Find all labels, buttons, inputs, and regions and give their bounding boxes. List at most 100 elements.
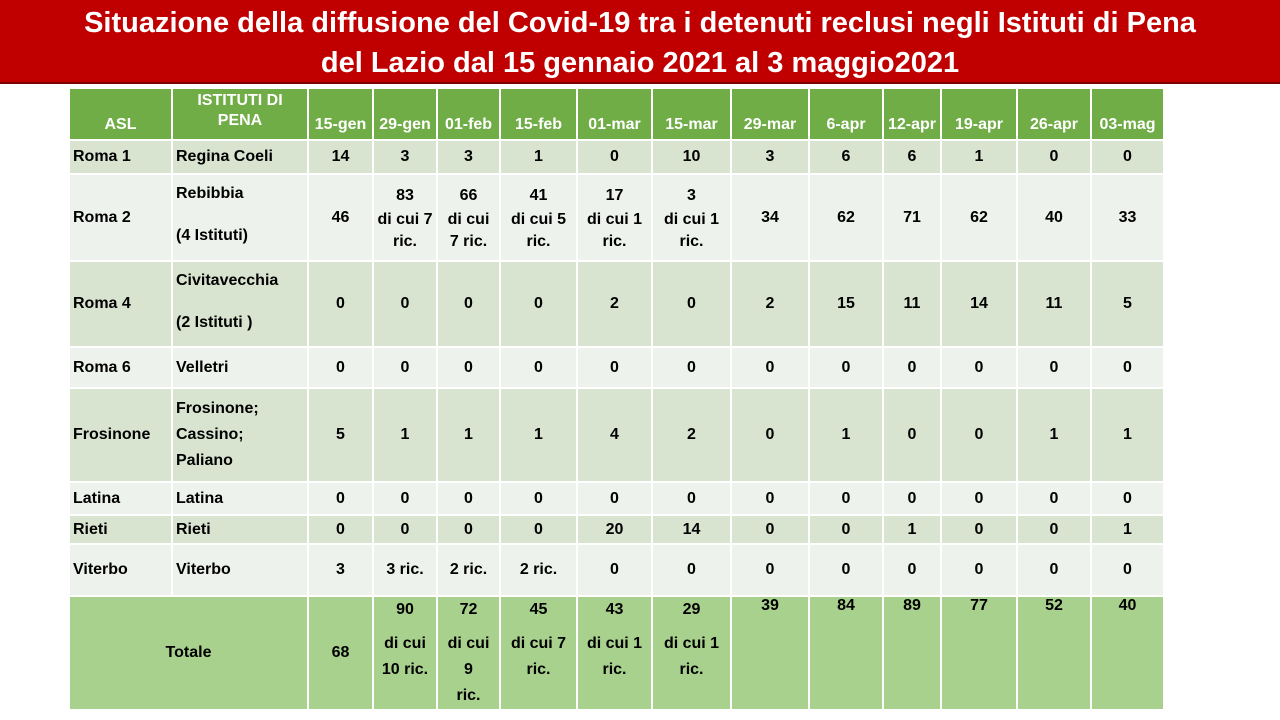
total-label: Totale [70,597,309,711]
header-date: 01-feb [438,89,501,141]
cell-value: 0 [309,262,374,348]
header-date: 15-mar [653,89,732,141]
cell-value: 0 [438,483,501,516]
cell-value: 1 [1092,389,1165,483]
cell-asl: Frosinone [70,389,173,483]
cell-asl: Latina [70,483,173,516]
cell-value: 14 [309,141,374,175]
value-note: di cui 1 [663,635,720,652]
cell-value: 11 [1018,262,1092,348]
total-value: 84 [810,597,884,711]
value-number: 72 [459,601,478,618]
cell-value: 0 [578,348,653,389]
cell-value: 3 [374,141,438,175]
cell-value: 41 di cui 5 ric. [501,175,578,262]
cell-value: 2 [732,262,810,348]
cell-value: 0 [884,483,942,516]
cell-value: 1 [1092,516,1165,545]
value-note: ric. [679,661,704,678]
cell-value: 0 [942,545,1018,597]
cell-istituto: Viterbo [173,545,309,597]
cell-value: 0 [578,141,653,175]
value-number: 3 [687,186,696,204]
cell-istituto: Rieti [173,516,309,545]
cell-value: 0 [810,483,884,516]
cell-value: 1 [1018,389,1092,483]
cell-value: 1 [501,141,578,175]
table-row: Viterbo Viterbo 3 3 ric. 2 ric. 2 ric. 0… [70,545,1165,597]
cell-value: 0 [1018,141,1092,175]
cell-value: 0 [1018,348,1092,389]
value-number: 43 [605,601,624,618]
cell-value: 46 [309,175,374,262]
cell-value: 0 [732,348,810,389]
cell-value: 0 [942,483,1018,516]
value-number: 66 [459,186,478,204]
cell-value: 0 [438,348,501,389]
value-number: 29 [682,601,701,618]
cell-value: 11 [884,262,942,348]
istituto-line: Cassino; [176,426,244,443]
value-note: ric. [526,661,551,678]
header-date: 01-mar [578,89,653,141]
cell-value: 6 [810,141,884,175]
cell-value: 0 [501,516,578,545]
total-value: 90 di cui 10 ric. [374,597,438,711]
cell-istituto: Latina [173,483,309,516]
table-row: Roma 1 Regina Coeli 14 3 3 1 0 10 3 6 6 … [70,141,1165,175]
header-date: 15-gen [309,89,374,141]
cell-asl: Rieti [70,516,173,545]
cell-value: 0 [732,545,810,597]
cell-value: 14 [942,262,1018,348]
header-date: 26-apr [1018,89,1092,141]
cell-value: 0 [942,389,1018,483]
cell-value: 3 [309,545,374,597]
cell-value: 0 [501,483,578,516]
cell-value: 0 [942,348,1018,389]
cell-value: 0 [653,262,732,348]
covid-table: ASL ISTITUTI DI PENA 15-gen 29-gen 01-fe… [70,89,1165,711]
cell-value: 0 [501,262,578,348]
cell-value: 0 [1018,545,1092,597]
cell-value: 0 [884,348,942,389]
title-line-1: Situazione della diffusione del Covid-19… [84,7,1196,39]
cell-value: 0 [438,262,501,348]
value-note: di cui 1 ric. [663,210,720,250]
cell-value: 0 [1018,516,1092,545]
cell-value: 0 [374,516,438,545]
cell-value: 0 [732,389,810,483]
cell-value: 10 [653,141,732,175]
cell-value: 0 [1092,348,1165,389]
total-value: 72 di cui 9 ric. [438,597,501,711]
header-date: 29-mar [732,89,810,141]
cell-value: 20 [578,516,653,545]
cell-value: 4 [578,389,653,483]
cell-value: 40 [1018,175,1092,262]
header-istituti: ISTITUTI DI PENA [173,89,309,141]
header-date: 15-feb [501,89,578,141]
value-number: 83 [396,186,414,204]
cell-value: 71 [884,175,942,262]
table-row: Roma 6 Velletri 0 0 0 0 0 0 0 0 0 0 0 0 [70,348,1165,389]
cell-value: 0 [374,483,438,516]
total-value: 40 [1092,597,1165,711]
cell-istituto: Velletri [173,348,309,389]
cell-value: 0 [653,348,732,389]
value-note: di cui 9 [447,635,490,678]
header-date: 12-apr [884,89,942,141]
cell-value: 1 [810,389,884,483]
total-value: 29 di cui 1 ric. [653,597,732,711]
cell-value: 2 [578,262,653,348]
header-asl: ASL [70,89,173,141]
cell-asl: Roma 4 [70,262,173,348]
cell-value: 62 [810,175,884,262]
value-number: 41 [529,186,548,204]
cell-value: 0 [653,545,732,597]
istituto-line: (2 Istituti ) [176,314,253,331]
cell-asl: Roma 6 [70,348,173,389]
header-date: 19-apr [942,89,1018,141]
cell-value: 0 [1018,483,1092,516]
cell-value: 14 [653,516,732,545]
cell-value: 5 [1092,262,1165,348]
cell-value: 3 [438,141,501,175]
